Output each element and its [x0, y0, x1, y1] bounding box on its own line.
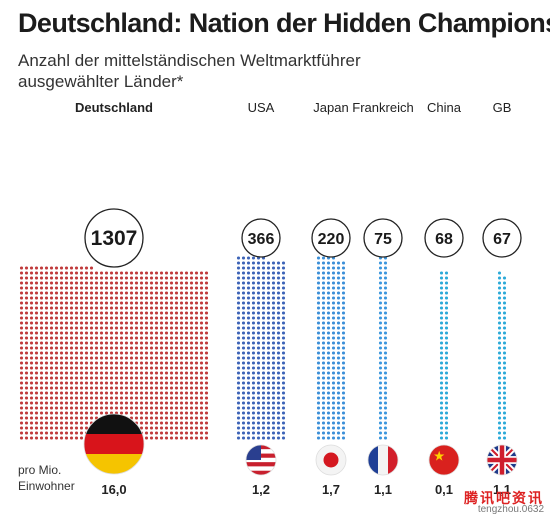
- watermark-text: 腾讯吧资讯: [464, 490, 544, 506]
- category-label: Frankreich: [352, 100, 413, 115]
- per-capita-value: 1,1: [374, 482, 392, 497]
- flag-usa-icon: [245, 444, 277, 476]
- category-label: GB: [493, 100, 512, 115]
- chart-title: Deutschland: Nation der Hidden Champions: [18, 8, 550, 38]
- value-bubble: 220: [311, 218, 351, 258]
- flag-germany-icon: [83, 413, 145, 475]
- flag-japan-icon: [315, 444, 347, 476]
- watermark: 腾讯吧资讯 tengzhou.0632: [464, 490, 544, 516]
- value-bubble: 68: [424, 218, 464, 258]
- category-label: Japan: [313, 100, 348, 115]
- category-label: Deutschland: [75, 100, 153, 115]
- chart-subtitle: Anzahl der mittelständischen Weltmarktfü…: [18, 51, 361, 91]
- data-label: 75: [374, 231, 392, 248]
- category-label: USA: [248, 100, 275, 115]
- watermark-url: tengzhou.0632: [477, 504, 544, 515]
- bar-usa: [236, 256, 286, 440]
- per-capita-value: 1,2: [252, 482, 270, 497]
- per-capita-value: 1,7: [322, 482, 340, 497]
- value-bubble: 67: [482, 218, 522, 258]
- bar-japan: [316, 256, 346, 440]
- data-label: 1307: [91, 227, 138, 250]
- svg-text:★: ★: [433, 449, 445, 464]
- per-capita-label: pro Mio.: [18, 463, 61, 477]
- per-capita-value: 16,0: [101, 482, 126, 497]
- value-bubble: 75: [363, 218, 403, 258]
- per-capita-label: Einwohner: [18, 479, 75, 493]
- data-label: 67: [493, 231, 511, 248]
- value-bubble: 1307: [84, 208, 144, 268]
- per-capita-value: 1,1: [493, 482, 511, 497]
- flag-china-icon: ★: [428, 444, 460, 476]
- value-bubble: 366: [241, 218, 281, 258]
- per-capita-value: 0,1: [435, 482, 453, 497]
- bar-china: [439, 271, 449, 440]
- bar-deutschland: [19, 266, 209, 440]
- flag-france-icon: [367, 444, 399, 476]
- category-label: China: [427, 100, 462, 115]
- flag-uk-icon: [486, 444, 518, 476]
- data-label: 220: [318, 231, 345, 248]
- bar-frankreich: [378, 251, 388, 440]
- data-label: 366: [248, 231, 275, 248]
- data-label: 68: [435, 231, 453, 248]
- bar-gb: [497, 271, 507, 440]
